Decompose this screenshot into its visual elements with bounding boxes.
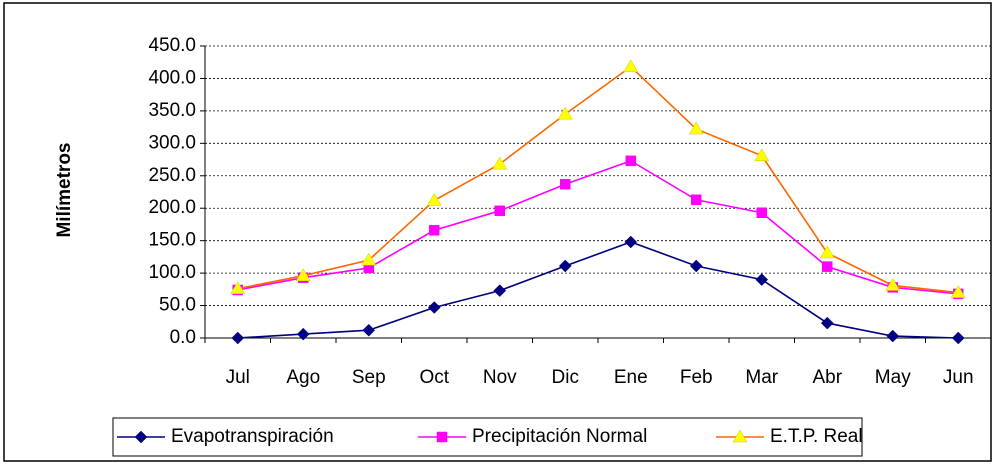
data-point — [493, 284, 507, 297]
data-point — [688, 121, 704, 135]
series-line — [237, 65, 959, 294]
x-tick-label: Abr — [812, 367, 842, 388]
data-point — [295, 268, 311, 281]
legend-marker — [732, 429, 748, 443]
x-tick-label: Sep — [352, 367, 386, 388]
y-tick-label: 50.0 — [159, 295, 196, 316]
data-point — [427, 301, 441, 314]
data-point — [558, 259, 572, 273]
data-point — [625, 155, 636, 167]
data-point — [296, 327, 310, 341]
x-tick-label: Ene — [614, 367, 648, 388]
series-line — [237, 159, 959, 295]
y-tick-label: 300.0 — [148, 132, 196, 153]
legend-label: E.T.P. Real — [770, 426, 863, 447]
data-point — [756, 207, 767, 219]
data-point — [950, 285, 966, 298]
legend-marker — [134, 430, 148, 444]
x-tick-label: Jul — [226, 367, 250, 388]
data-point — [492, 156, 508, 170]
y-tick-label: 350.0 — [148, 100, 196, 121]
y-tick-label: 150.0 — [148, 230, 196, 251]
x-tick-label: Oct — [419, 367, 449, 388]
chart-border — [3, 2, 992, 462]
data-point — [820, 316, 834, 330]
series-line — [237, 241, 959, 339]
data-point — [362, 323, 376, 337]
data-point — [951, 331, 965, 345]
data-point — [494, 205, 505, 217]
data-point — [623, 59, 639, 73]
data-point — [624, 235, 638, 249]
data-point — [560, 178, 571, 190]
y-tick-label: 200.0 — [148, 197, 196, 218]
data-point — [754, 148, 770, 161]
data-point — [429, 225, 440, 236]
data-point — [691, 194, 702, 206]
data-point — [819, 245, 835, 259]
x-tick-label: Dic — [552, 367, 579, 388]
data-point — [230, 281, 246, 294]
x-tick-label: Ago — [286, 367, 320, 388]
legend-marker — [436, 431, 448, 443]
data-point — [885, 277, 901, 291]
data-point — [886, 329, 900, 343]
y-tick-label: 100.0 — [148, 262, 196, 283]
data-point — [822, 261, 833, 272]
data-point — [755, 273, 769, 286]
legend-label: Evapotranspiración — [171, 426, 334, 447]
x-tick-label: Mar — [745, 367, 778, 388]
y-tick-label: 0.0 — [170, 327, 196, 348]
y-tick-label: 450.0 — [148, 35, 196, 56]
legend-label: Precipitación Normal — [472, 426, 647, 447]
x-tick-label: Nov — [483, 367, 517, 388]
y-axis-label: Milímetros — [54, 142, 75, 237]
data-point — [557, 106, 573, 120]
x-tick-label: May — [875, 367, 911, 388]
data-point — [361, 252, 377, 266]
data-point — [231, 331, 245, 345]
x-tick-label: Feb — [680, 367, 713, 388]
y-tick-label: 400.0 — [148, 67, 196, 88]
data-point — [426, 192, 442, 206]
data-point — [689, 259, 703, 273]
x-tick-label: Jun — [943, 367, 974, 388]
y-tick-label: 250.0 — [148, 165, 196, 186]
